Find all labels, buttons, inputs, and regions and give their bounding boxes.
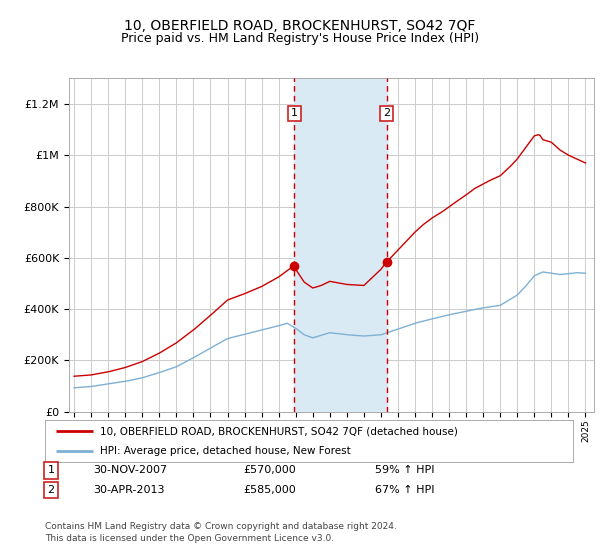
Text: HPI: Average price, detached house, New Forest: HPI: Average price, detached house, New …	[100, 446, 351, 456]
Text: 10, OBERFIELD ROAD, BROCKENHURST, SO42 7QF: 10, OBERFIELD ROAD, BROCKENHURST, SO42 7…	[124, 19, 476, 33]
Text: 2: 2	[383, 109, 390, 118]
Text: 2: 2	[47, 485, 55, 495]
Text: 10, OBERFIELD ROAD, BROCKENHURST, SO42 7QF (detached house): 10, OBERFIELD ROAD, BROCKENHURST, SO42 7…	[100, 426, 458, 436]
Text: £570,000: £570,000	[243, 465, 296, 475]
Text: 1: 1	[291, 109, 298, 118]
Text: £585,000: £585,000	[243, 485, 296, 495]
Text: 59% ↑ HPI: 59% ↑ HPI	[375, 465, 434, 475]
Text: 1: 1	[47, 465, 55, 475]
Text: 30-NOV-2007: 30-NOV-2007	[93, 465, 167, 475]
Text: 67% ↑ HPI: 67% ↑ HPI	[375, 485, 434, 495]
Text: Price paid vs. HM Land Registry's House Price Index (HPI): Price paid vs. HM Land Registry's House …	[121, 32, 479, 45]
Text: Contains HM Land Registry data © Crown copyright and database right 2024.: Contains HM Land Registry data © Crown c…	[45, 522, 397, 531]
Text: 30-APR-2013: 30-APR-2013	[93, 485, 164, 495]
Bar	[294, 78, 386, 412]
Text: This data is licensed under the Open Government Licence v3.0.: This data is licensed under the Open Gov…	[45, 534, 334, 543]
